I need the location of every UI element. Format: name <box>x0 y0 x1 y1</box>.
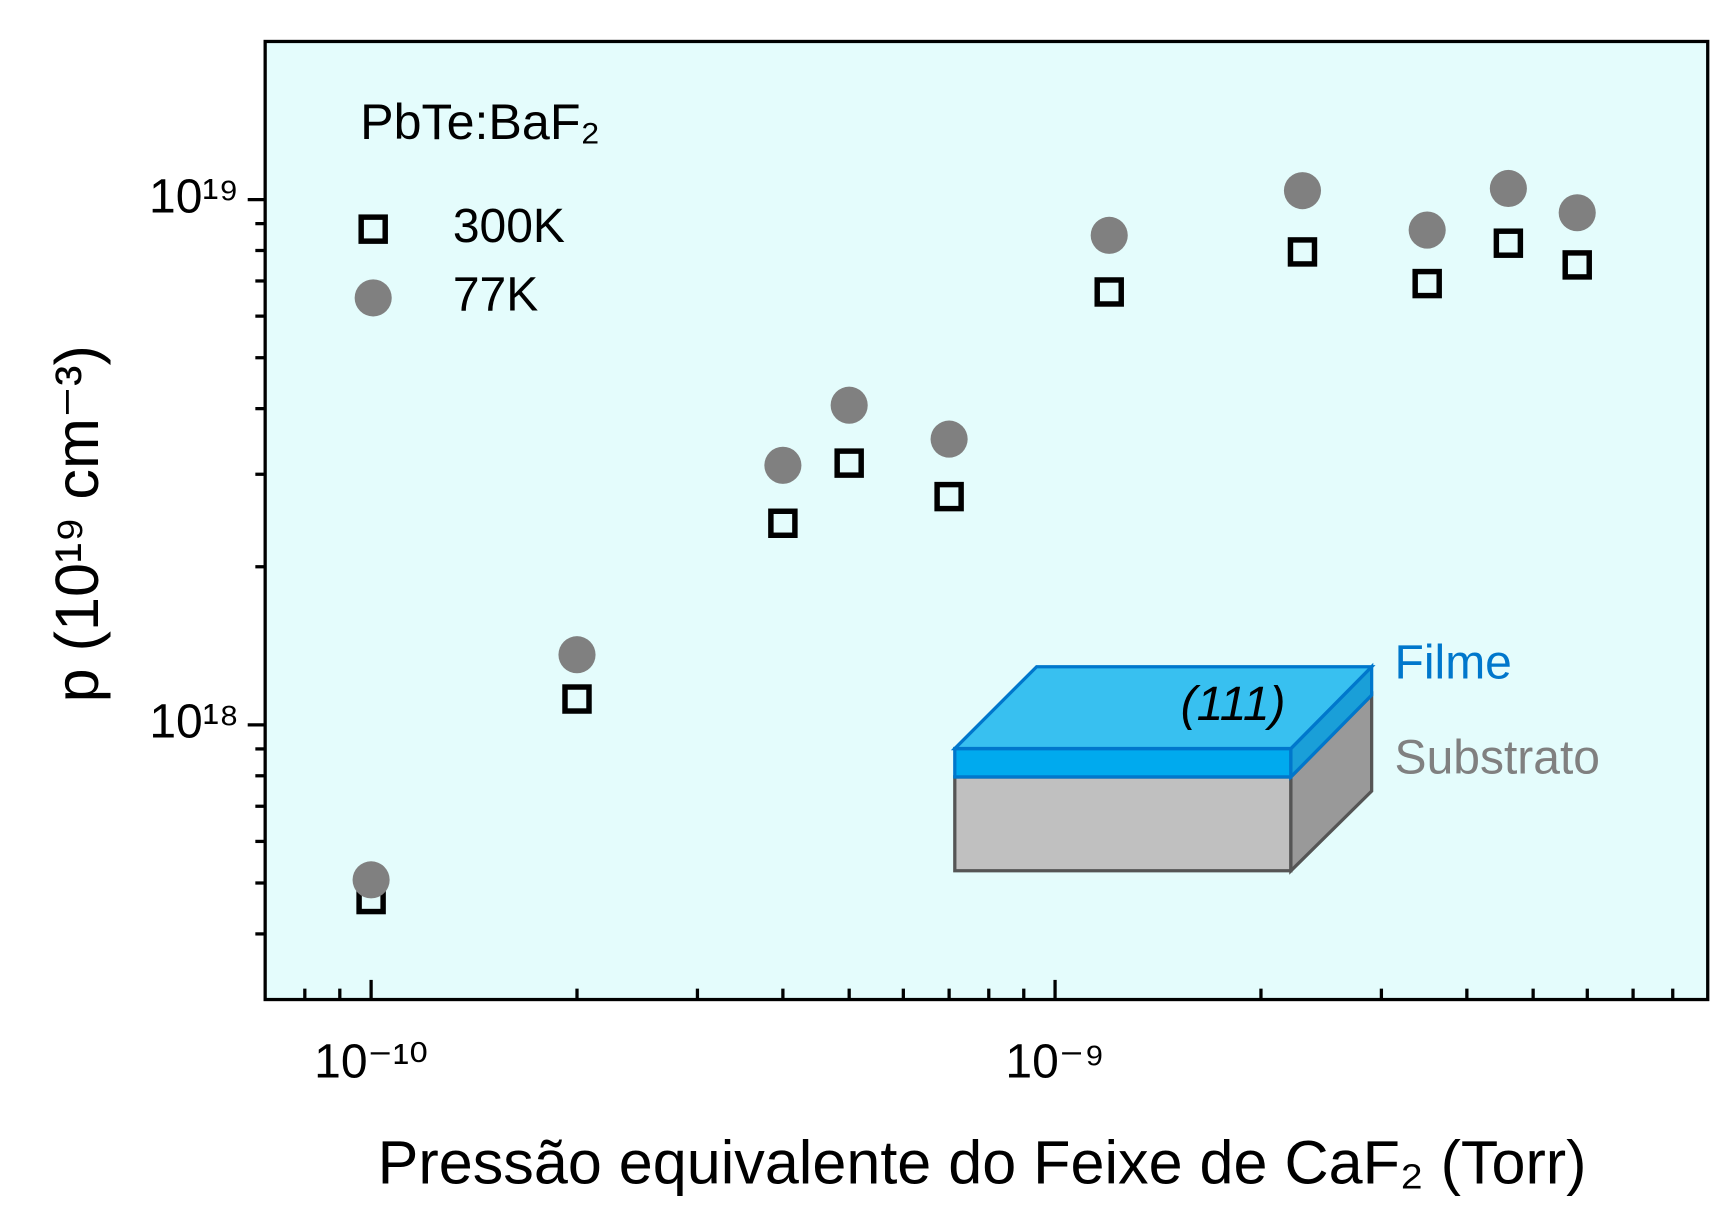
circle-marker <box>558 636 595 673</box>
circle-marker <box>831 387 868 424</box>
legend-label: 300K <box>453 200 565 253</box>
circle-marker <box>1409 212 1446 249</box>
substrate-label: Substrato <box>1395 731 1600 784</box>
inset-diagram <box>955 667 1372 871</box>
x-tick-label: 10⁻¹⁰ <box>314 1036 428 1089</box>
orientation-label: (111) <box>1181 678 1286 731</box>
circle-marker <box>931 421 968 458</box>
circle-marker <box>1284 172 1321 209</box>
chart: (111) Filme Substrato PbTe:BaF₂ Pressão … <box>0 0 1711 1211</box>
legend-marker <box>355 279 392 316</box>
circle-marker <box>1091 217 1128 254</box>
circle-marker <box>353 861 390 898</box>
x-tick-label: 10⁻⁹ <box>1005 1036 1104 1089</box>
substrate-front <box>955 777 1291 871</box>
legend-label: 77K <box>453 269 538 322</box>
circle-marker <box>1490 170 1527 207</box>
film-label: Filme <box>1395 636 1512 689</box>
y-tick-label: 10¹⁸ <box>149 696 239 749</box>
x-axis-label: Pressão equivalente do Feixe de CaF₂ (To… <box>378 1129 1587 1197</box>
legend-title: PbTe:BaF₂ <box>360 94 600 150</box>
y-tick-label: 10¹⁹ <box>149 170 239 223</box>
page: (111) Filme Substrato PbTe:BaF₂ Pressão … <box>0 0 1711 1211</box>
y-axis-label: p (10¹⁹ cm⁻³) <box>43 345 111 702</box>
circle-marker <box>1559 194 1596 231</box>
plot-group: (111) Filme Substrato PbTe:BaF₂ Pressão … <box>43 41 1708 1196</box>
circle-marker <box>764 447 801 484</box>
film-front <box>955 749 1291 777</box>
